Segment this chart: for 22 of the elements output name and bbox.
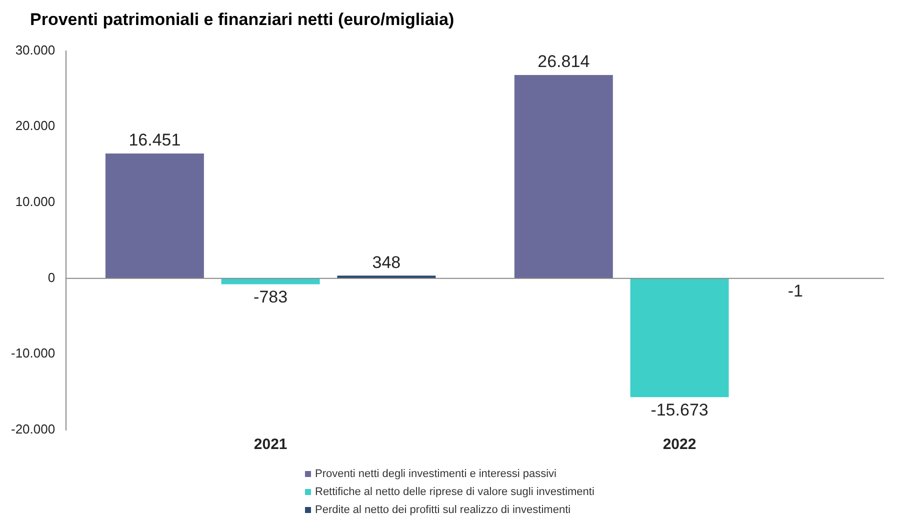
data-label: 348 [372,252,401,272]
y-tick-label: 30.000 [15,42,56,58]
y-tick-label: 0 [48,270,56,285]
chart-title: Proventi patrimoniali e finanziari netti (euro/migliaia) [29,9,456,31]
y-tick-label: 10.000 [15,194,56,210]
legend-label: Proventi netti degli investimenti e interessi passivi [315,468,557,480]
y-tick-label: 20.000 [15,118,56,134]
x-tick-label: 2021 [254,436,288,454]
data-label: -783 [254,287,288,306]
legend-label: Perdite al netto dei profitti sul realizzo di investimenti [315,504,571,516]
bar [514,74,613,278]
legend-label: Rettifiche al netto delle riprese di valore sugli investimenti [315,486,594,498]
data-label: -1 [788,282,803,301]
data-label: -15.673 [650,400,708,420]
y-tick-label: -20.000 [10,422,56,437]
y-tick-label: -10.000 [10,346,56,361]
data-label: 16.451 [128,130,181,150]
bar [630,278,729,398]
data-label: 26.814 [538,52,590,72]
x-tick-label: 2022 [662,436,696,454]
bar [221,278,320,284]
bar [105,154,204,278]
